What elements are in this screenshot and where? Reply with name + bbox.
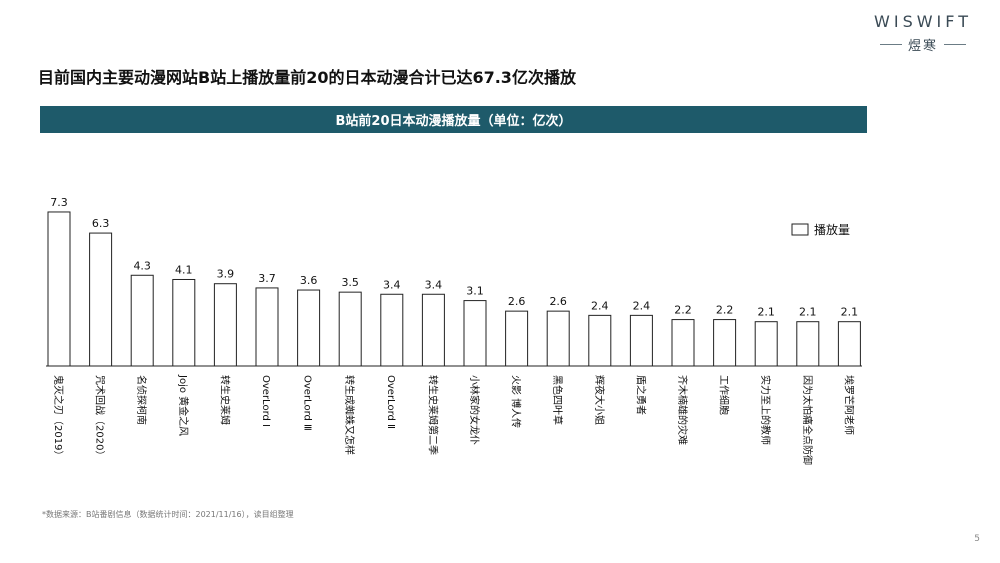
bar-1 <box>47 211 71 367</box>
category-label-14: 辉夜大小姐 <box>593 375 606 425</box>
category-label-1: 鬼灭之刃（2019） <box>52 375 65 460</box>
bar-3 <box>130 274 154 367</box>
data-label-20: 2.1 <box>841 306 859 319</box>
category-label-16: 齐木楠雄的灾难 <box>676 375 689 445</box>
data-label-1: 7.3 <box>50 196 68 209</box>
legend-label: 播放量 <box>814 222 850 237</box>
logo-wordmark: WISWIFT <box>874 12 972 31</box>
data-label-17: 2.2 <box>716 304 734 317</box>
bar-14 <box>588 314 612 367</box>
logo-subtitle: 煜寒 <box>868 35 978 54</box>
bar-18 <box>754 321 778 367</box>
bar-4 <box>172 278 196 367</box>
bar-16 <box>671 319 695 367</box>
category-label-7: OverLord Ⅲ <box>302 375 313 431</box>
category-label-11: 小林家的女龙仆 <box>468 375 481 445</box>
data-label-19: 2.1 <box>799 306 817 319</box>
logo-rule-right <box>944 44 966 45</box>
bar-20 <box>837 321 861 367</box>
data-label-6: 3.7 <box>258 272 276 285</box>
brand-logo: WISWIFT 煜寒 <box>868 12 978 54</box>
page-number: 5 <box>974 534 980 544</box>
category-label-17: 工作细胞 <box>718 375 731 415</box>
slide-headline: 目前国内主要动漫网站B站上播放量前20的日本动漫合计已达67.3亿次播放 <box>38 68 576 87</box>
category-label-4: Jojo 黄金之风 <box>177 374 190 436</box>
data-label-2: 6.3 <box>92 217 110 230</box>
category-label-18: 实力至上的教师 <box>759 375 772 445</box>
data-label-15: 2.4 <box>633 299 651 312</box>
data-label-4: 4.1 <box>175 263 193 276</box>
data-label-9: 3.4 <box>383 278 401 291</box>
data-label-3: 4.3 <box>133 259 151 272</box>
category-label-9: OverLord Ⅱ <box>385 375 396 429</box>
category-label-5: 转生史莱姆 <box>218 375 231 425</box>
bar-17 <box>713 319 737 367</box>
data-label-14: 2.4 <box>591 299 609 312</box>
chart-title: B站前20日本动漫播放量（单位：亿次） <box>335 114 572 129</box>
category-label-12: 火影 博人传 <box>510 375 523 428</box>
category-label-8: 转生成蜘蛛又怎样 <box>343 375 356 455</box>
bar-15 <box>629 314 653 367</box>
bar-10 <box>421 293 445 367</box>
bar-5 <box>213 283 237 367</box>
bar-19 <box>796 321 820 367</box>
category-label-15: 盾之勇者 <box>634 375 647 415</box>
data-source-footnote: *数据来源：B站番剧信息（数据统计时间：2021/11/16），读目组整理 <box>42 510 294 519</box>
data-label-18: 2.1 <box>757 306 775 319</box>
bar-9 <box>380 293 404 367</box>
bar-8 <box>338 291 362 367</box>
data-label-11: 3.1 <box>466 285 484 298</box>
legend-swatch <box>791 223 809 236</box>
data-label-8: 3.5 <box>341 276 359 289</box>
category-label-3: 名侦探柯南 <box>135 375 148 425</box>
chart-title-banner: B站前20日本动漫播放量（单位：亿次） <box>40 106 867 133</box>
data-label-5: 3.9 <box>217 268 235 281</box>
data-label-13: 2.6 <box>549 295 567 308</box>
data-label-12: 2.6 <box>508 295 526 308</box>
data-label-10: 3.4 <box>425 278 443 291</box>
bar-11 <box>463 300 487 367</box>
category-label-20: 埃罗芒阿老师 <box>842 375 855 435</box>
logo-subtitle-text: 煜寒 <box>907 39 938 54</box>
data-label-16: 2.2 <box>674 304 692 317</box>
category-label-2: 咒术回战（2020） <box>94 375 106 460</box>
bar-6 <box>255 287 279 367</box>
logo-rule-left <box>879 44 902 45</box>
category-label-19: 因为太怕痛全点防御 <box>801 375 814 465</box>
bar-2 <box>89 232 113 367</box>
bar-7 <box>297 289 321 367</box>
category-label-10: 转生史莱姆第二季 <box>426 375 439 455</box>
bar-13 <box>546 310 570 367</box>
bar-12 <box>505 310 529 367</box>
category-label-6: OverLord Ⅰ <box>260 375 271 427</box>
category-label-13: 黑色四叶草 <box>551 375 564 425</box>
data-label-7: 3.6 <box>300 274 318 287</box>
